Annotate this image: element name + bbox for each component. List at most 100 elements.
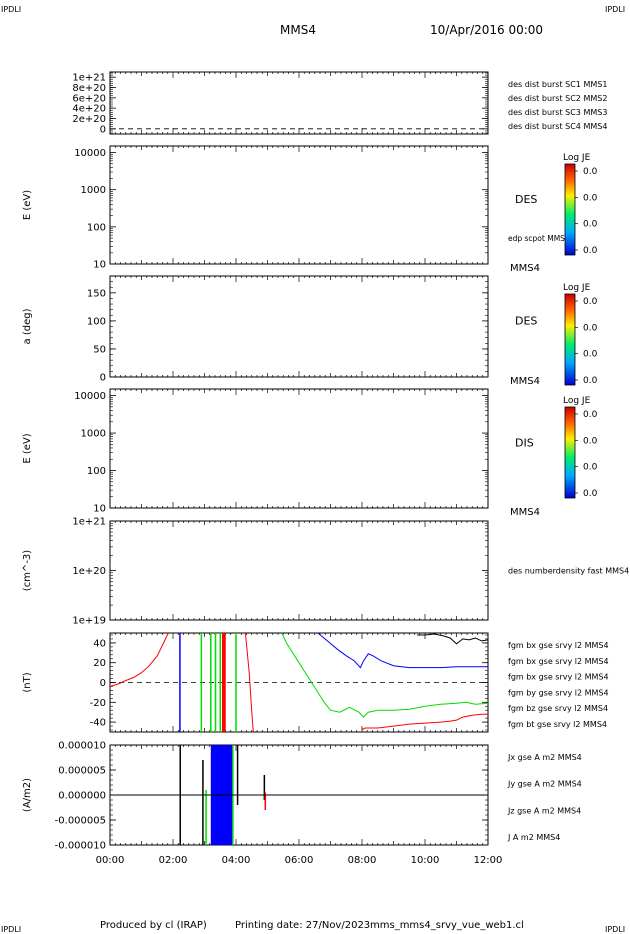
series-line (281, 632, 489, 718)
colorbar-label: 0.0 (583, 220, 598, 230)
legend-entry: des dist burst SC4 MMS4 (508, 122, 607, 131)
y-tick-label: 1000 (81, 429, 106, 440)
y-tick-label: 100 (87, 316, 106, 327)
y-tick-label: 40 (93, 638, 106, 649)
x-tick-label: 06:00 (285, 855, 314, 866)
y-tick-label: -0.000005 (55, 816, 106, 827)
y-tick-label: 0 (100, 373, 106, 384)
y-tick-label: -0.000010 (55, 841, 106, 852)
legend-entry: des dist burst SC3 MMS3 (508, 108, 607, 117)
footer-printing-date: Printing date: 27/Nov/2023 (235, 920, 370, 931)
panel-frame (109, 520, 489, 621)
colorbar-title: Log JE (563, 153, 591, 163)
y-tick-label: 6e+20 (72, 93, 106, 104)
y-tick-label: 100 (87, 222, 106, 233)
panel-des_pitch: 0 50 100 150 a (deg) DES MMS4 Log JE 0.0 0.0 0.0 0.… (22, 275, 598, 387)
footer-producer: Produced by cl (IRAP) (100, 920, 207, 931)
series-line (109, 632, 169, 687)
legend-entry: des dist burst SC2 MMS2 (508, 94, 607, 103)
colorbar-label: 0.0 (583, 167, 598, 177)
y-tick-label: -20 (90, 698, 106, 709)
y-tick-label: -40 (90, 718, 106, 729)
spacecraft-tag: MMS4 (510, 507, 540, 518)
y-axis-label: (cm^-3) (22, 550, 33, 591)
panel-des_energy: 10 100 1000 10000 E (eV) DES MMS4 edp scpot MMS… (22, 145, 598, 274)
y-tick-label: 1e+21 (72, 73, 106, 84)
y-tick-label: 1e+20 (72, 566, 106, 577)
y-axis-label: (A/m2) (22, 778, 33, 812)
colorbar-label: 0.0 (583, 489, 598, 499)
y-axis-label: E (eV) (22, 433, 33, 463)
x-tick-label: 08:00 (348, 855, 377, 866)
legend-entry: fgm bx gse srvy l2 MMS4 (508, 657, 609, 666)
series-line (361, 713, 488, 731)
colorbar-label: 0.0 (583, 436, 598, 446)
legend-entry: Jz gse A m2 MMS4 (507, 806, 581, 815)
y-tick-label: 4e+20 (72, 104, 106, 115)
series-line (244, 632, 254, 733)
spacecraft-tag: MMS4 (510, 263, 540, 274)
legend-entry: des dist burst SC1 MMS1 (508, 80, 607, 89)
colorbar (564, 163, 576, 256)
colorbar-label: 0.0 (583, 410, 598, 420)
footer-filename: mms_mms4_srvy_vue_web1.cl (370, 920, 524, 931)
instrument-label: DIS (515, 437, 534, 450)
legend-entry: fgm bx gse srvy l2 MMS4 (508, 673, 609, 682)
colorbar-label: 0.0 (583, 193, 598, 203)
panel-frame (109, 145, 489, 265)
y-axis-label: E (eV) (22, 190, 33, 220)
colorbar-label: 0.0 (583, 297, 598, 307)
legend-entry: Jy gse A m2 MMS4 (507, 780, 582, 789)
y-tick-label: 10 (93, 504, 106, 515)
panel-dis_energy: 10 100 1000 10000 E (eV) DIS MMS4 Log JE 0.0 0.0 0… (22, 388, 598, 518)
instrument-label: DES (515, 193, 537, 206)
panel-current: -0.000010 -0.000005 0.000000 0.000005 0.0000… (22, 741, 582, 867)
colorbar-label: 0.0 (583, 463, 598, 473)
panel-frame (109, 275, 489, 378)
colorbar (564, 293, 576, 386)
y-tick-label: 0 (100, 678, 106, 689)
panel-frame (109, 388, 489, 509)
corner-label-bottom-right: IPDLI (605, 925, 625, 934)
corner-label-bottom-left: IPDLI (1, 925, 21, 934)
y-tick-label: 20 (93, 658, 106, 669)
y-tick-label: 0.000000 (58, 791, 106, 802)
legend-entry: fgm bx gse srvy l2 MMS4 (508, 641, 609, 650)
spacecraft-title: MMS4 (280, 23, 316, 37)
colorbar-label: 0.0 (583, 376, 598, 386)
series-line (317, 632, 488, 669)
x-tick-label: 04:00 (222, 855, 251, 866)
legend-entry: J A m2 MMS4 (507, 833, 560, 842)
y-axis-label: a (deg) (22, 308, 33, 344)
colorbar-title: Log JE (563, 283, 591, 293)
corner-label-top-left: IPDLI (1, 5, 21, 14)
y-tick-label: 150 (87, 288, 106, 299)
series-line (417, 633, 489, 645)
corner-label-top-right: IPDLI (605, 5, 625, 14)
y-tick-label: 0.000005 (58, 766, 106, 777)
colorbar-label: 0.0 (583, 323, 598, 333)
y-tick-label: 10000 (74, 391, 106, 402)
colorbar-label: 0.0 (583, 350, 598, 360)
panel-frame (109, 71, 489, 135)
header-datetime: 10/Apr/2016 00:00 (430, 23, 543, 37)
legend-entry: fgm by gse srvy l2 MMS4 (508, 688, 609, 697)
colorbar (564, 406, 576, 499)
overlay-label: edp scpot MMS4 (508, 234, 570, 243)
y-tick-label: 1e+19 (72, 616, 106, 627)
spacecraft-tag: MMS4 (510, 376, 540, 387)
y-tick-label: 50 (93, 344, 106, 355)
y-tick-label: 1e+21 (72, 517, 106, 528)
legend-entry: fgm bt gse srvy l2 MMS4 (508, 720, 607, 729)
x-tick-label: 00:00 (96, 855, 125, 866)
panel-density: 1e+19 1e+20 1e+21 (cm^-3) des numberdensity … (22, 517, 629, 627)
y-tick-label: 100 (87, 466, 106, 477)
panel-fgm: -40 -20 0 20 40 (nT) fgm bx gse srvy l2 MMS4 fg… (22, 632, 609, 733)
x-tick-label: 02:00 (159, 855, 188, 866)
legend-entry: fgm bz gse srvy l2 MMS4 (508, 704, 608, 713)
y-axis-label: (nT) (22, 672, 33, 692)
y-tick-label: 0.000010 (58, 741, 106, 752)
